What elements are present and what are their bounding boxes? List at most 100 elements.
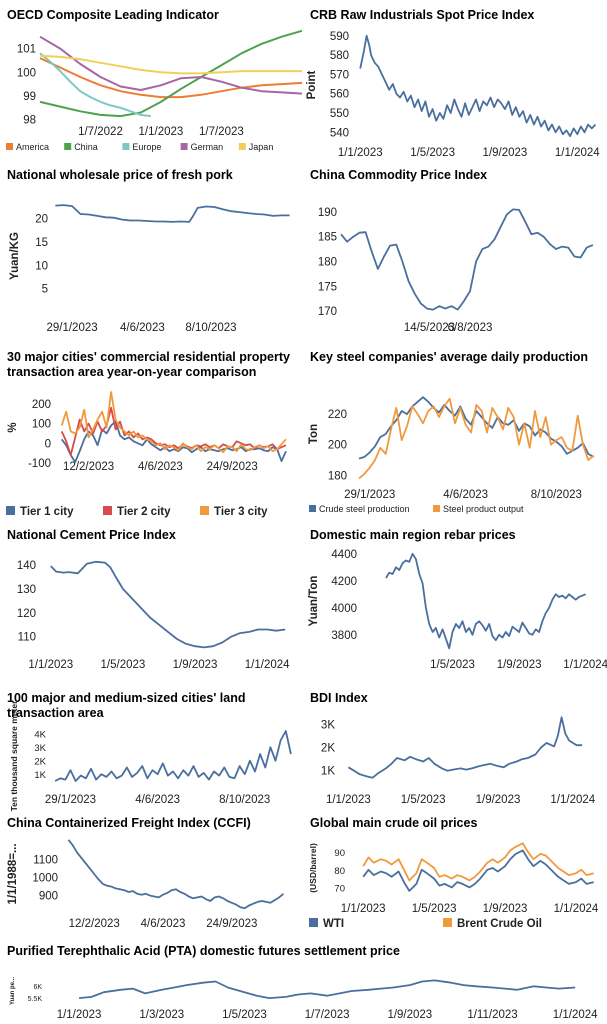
x-tick-label: 1/5/2023 — [412, 903, 457, 915]
x-tick-label: 12/2/2023 — [63, 461, 114, 473]
legend-label: America — [16, 142, 49, 152]
x-tick-label: 12/2/2023 — [69, 918, 120, 930]
series-line — [362, 849, 594, 892]
x-tick-label: 8/10/2023 — [185, 322, 236, 334]
legend-swatch — [309, 505, 316, 512]
y-tick-label: 180 — [318, 256, 337, 268]
series-line — [60, 406, 287, 456]
series-line — [55, 204, 290, 223]
legend-swatch — [122, 143, 130, 150]
y-tick-label: 100 — [32, 419, 51, 431]
y-tick-label: 99 — [23, 91, 36, 103]
y-tick-label: 0 — [45, 438, 51, 450]
chart-title: OECD Composite Leading Indicator — [7, 8, 219, 22]
legend-label: Tier 1 city — [20, 506, 74, 518]
panel-ccfi: China Containerized Freight Index (CCFI)… — [0, 810, 303, 940]
y-tick-label: 5 — [42, 284, 48, 296]
y-tick-label: 170 — [318, 306, 337, 318]
x-tick-label: 1/1/2024 — [245, 659, 290, 671]
x-tick-label: 14/5/2023 — [404, 322, 455, 334]
y-tick-label: 4400 — [331, 549, 357, 561]
x-tick-label: 1/9/2023 — [483, 147, 528, 159]
x-tick-label: 29/1/2023 — [45, 794, 96, 806]
x-tick-label: 1/9/2023 — [173, 659, 218, 671]
x-tick-label: 1/1/2024 — [563, 659, 607, 671]
panel-cities30: 30 major cities' commercial residential … — [0, 340, 303, 525]
x-tick-label: 1/1/2024 — [550, 794, 595, 806]
x-tick-label: 4/6/2023 — [138, 461, 183, 473]
y-tick-label: 90 — [334, 848, 345, 859]
x-tick-label: 8/10/2023 — [219, 794, 270, 806]
x-tick-label: 1/9/2023 — [387, 1009, 432, 1021]
legend-label: Tier 3 city — [214, 506, 268, 518]
x-tick-label: 4/6/2023 — [135, 794, 180, 806]
y-tick-label: 180 — [328, 470, 347, 482]
y-tick-label: 10 — [35, 260, 48, 272]
panel-cement: National Cement Price Index 110 120 130 140… — [0, 525, 303, 685]
y-tick-label: 570 — [330, 69, 349, 81]
y-axis-label: Yuan/KG — [9, 232, 21, 280]
chart-pta: 5.5K 6K 1/1/2023 1/3/2023 1/5/2023 1/7/2023 1/… — [10, 977, 598, 1021]
panel-land: 100 major and medium-sized cities' land … — [0, 685, 303, 811]
y-tick-label: 2K — [321, 743, 335, 755]
panel-oecd: OECD Composite Leading Indicator 101 100 9… — [0, 0, 303, 160]
panel-ccpi: China Commodity Price Index 170 175 180 185… — [303, 160, 607, 340]
x-tick-label: 1/7/2023 — [305, 1009, 350, 1021]
panel-crb: CRB Raw Industrials Spot Price Index 540… — [303, 0, 607, 160]
chart-oecd: 101 100 99 98 1/7/2022 1/1/2023 1/7/2023 Americ… — [6, 29, 303, 152]
y-tick-label: 120 — [17, 608, 36, 620]
x-tick-label: 1/7/2022 — [78, 126, 123, 138]
chart-steel: 180 200 220 29/1/2023 4/6/2023 8/10/2023 Ton Cr… — [308, 396, 595, 514]
y-tick-label: 130 — [17, 584, 36, 596]
chart-title: China Commodity Price Index — [310, 168, 488, 182]
panel-pta: Purified Terephthalic Acid (PTA) domesti… — [0, 940, 607, 1024]
y-tick-label: 1100 — [33, 855, 58, 867]
x-tick-label: 1/5/2023 — [430, 659, 475, 671]
series-line — [358, 397, 595, 480]
x-tick-label: 1/1/2023 — [338, 147, 383, 159]
legend-label: Japan — [249, 142, 274, 152]
x-tick-label: 1/3/2023 — [139, 1009, 184, 1021]
y-tick-label: 190 — [318, 207, 337, 219]
x-tick-label: 4/6/2023 — [443, 489, 488, 501]
y-tick-label: 98 — [23, 115, 36, 127]
series-line — [340, 208, 594, 311]
y-tick-label: 900 — [39, 891, 58, 903]
legend-label: China — [74, 142, 98, 152]
y-tick-label: 560 — [330, 89, 349, 101]
series-line — [39, 54, 302, 75]
legend-label: Tier 2 city — [117, 506, 171, 518]
chart-pork: 5 10 15 20 29/1/2023 4/6/2023 8/10/2023 Yuan/KG — [9, 204, 290, 334]
y-tick-label: 100 — [17, 67, 36, 79]
series-line — [60, 391, 287, 454]
legend-label: Europe — [132, 142, 161, 152]
y-tick-label: 3K — [321, 719, 335, 731]
legend-label: Steel product output — [443, 504, 524, 514]
x-tick-label: 4/6/2023 — [120, 322, 165, 334]
chart-cement: 110 120 130 140 1/1/2023 1/5/2023 1/9/2023 1/1/… — [17, 560, 290, 671]
x-tick-label: 1/9/2023 — [476, 794, 521, 806]
chart-title: National Cement Price Index — [7, 528, 176, 542]
y-axis-label: Ton — [308, 424, 320, 444]
x-tick-label: 1/5/2023 — [222, 1009, 267, 1021]
y-tick-label: 3800 — [331, 630, 357, 642]
legend-label: Brent Crude Oil — [457, 918, 542, 930]
chart-title: Domestic main region rebar prices — [310, 528, 516, 542]
x-tick-label: 24/9/2023 — [206, 918, 257, 930]
x-tick-label: 1/1/2024 — [555, 147, 600, 159]
y-tick-label: 580 — [330, 50, 349, 62]
y-tick-label: 15 — [35, 237, 48, 249]
y-tick-label: 20 — [35, 214, 48, 226]
x-tick-label: 1/1/2023 — [28, 659, 73, 671]
y-axis-label: 1/1/1988=... — [7, 843, 19, 904]
y-tick-label: 2K — [34, 757, 46, 768]
legend-swatch — [180, 143, 188, 150]
x-tick-label: 4/6/2023 — [141, 918, 186, 930]
chart-title: China Containerized Freight Index (CCFI) — [7, 816, 251, 830]
x-tick-label: 1/1/2023 — [57, 1009, 102, 1021]
series-line — [385, 552, 587, 650]
chart-cities30: -100 0 100 200 12/2/2023 4/6/2023 24/9/2023% Ti… — [6, 391, 287, 518]
y-tick-label: 1K — [321, 766, 335, 778]
legend-swatch — [6, 506, 15, 515]
chart-title: National wholesale price of fresh pork — [7, 168, 233, 182]
